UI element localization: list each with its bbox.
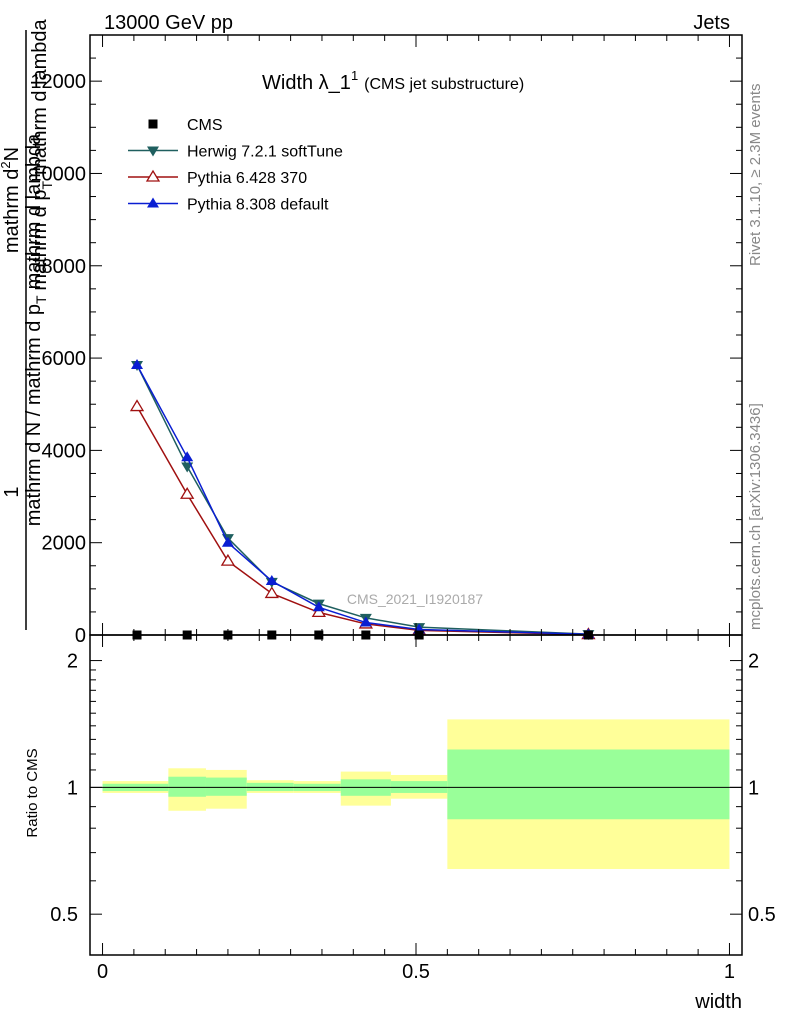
data-point <box>265 575 278 585</box>
ratio-plot-panel: 0.5 0.5 1 1 2 2 0 0.5 1 Ratio to CMS width <box>24 634 776 1013</box>
y-tick-label: 0 <box>75 625 86 647</box>
data-point <box>181 451 194 462</box>
legend-item: CMS <box>148 117 223 134</box>
ratio-y-tick-label-right: 0.5 <box>748 904 776 926</box>
ratio-y-tick-label-right: 1 <box>748 777 759 799</box>
legend-marker <box>147 146 159 157</box>
x-tick-label: 0 <box>97 961 108 983</box>
legend-marker <box>145 169 161 182</box>
series-line <box>136 406 589 636</box>
y-tick-label: 2000 <box>42 533 87 555</box>
y-tick-label: 4000 <box>42 440 87 462</box>
ratio-stat-band-2 <box>205 777 247 796</box>
legend-label: Herwig 7.2.1 softTune <box>187 144 343 161</box>
data-point <box>312 601 325 612</box>
header-left: 13000 GeV pp <box>104 12 233 34</box>
series-line <box>136 364 589 636</box>
legend-item: Pythia 8.308 default <box>128 197 329 214</box>
main-plot-data <box>129 359 596 641</box>
series-line <box>136 364 589 635</box>
y-tick-label: 8000 <box>42 256 87 278</box>
legend-marker <box>148 119 158 129</box>
ratio-stat-band-7 <box>447 749 730 820</box>
ratio-y-tick-label: 0.5 <box>50 904 78 926</box>
analysis-watermark: CMS_2021_I1920187 <box>347 591 483 607</box>
plot-title-note: (CMS jet substructure) <box>364 76 524 93</box>
plot-title-main: Width λ_1 <box>262 72 351 94</box>
legend-item: Herwig 7.2.1 softTune <box>128 144 343 161</box>
legend-label: Pythia 6.428 370 <box>187 170 307 187</box>
y-tick-label: 10000 <box>30 163 86 185</box>
y-label-right-denominator: mathrm d pTmathrm d lambda <box>29 18 55 290</box>
data-point <box>264 586 279 599</box>
ratio-plot-axes: 0.5 0.5 1 1 2 2 0 0.5 1 <box>50 634 776 983</box>
header-right: Jets <box>693 12 730 34</box>
main-plot-axes: 0 2000 4000 6000 8000 10000 12000 <box>30 34 743 647</box>
legend-label: Pythia 8.308 default <box>187 197 329 214</box>
data-point <box>359 616 372 627</box>
ratio-y-tick-label: 2 <box>67 651 78 673</box>
data-point <box>311 605 326 618</box>
legend-item: Pythia 6.428 370 <box>128 169 307 187</box>
y-axis-label: 1 mathrm d N / mathrm d pTmathrm d lambd… <box>0 18 55 630</box>
y-tick-label: 12000 <box>30 71 86 93</box>
legend-label: CMS <box>187 117 223 134</box>
data-point <box>129 399 145 412</box>
data-point <box>221 536 234 547</box>
x-tick-label: 1 <box>724 961 735 983</box>
ratio-stat-band-1 <box>168 776 206 797</box>
legend-marker <box>147 197 159 208</box>
data-point <box>131 359 144 369</box>
main-plot-panel: CMS_2021_I1920187 0 2000 4000 6000 8000 10000… <box>0 18 743 647</box>
y-tick-label: 6000 <box>42 348 87 370</box>
data-point <box>220 553 236 566</box>
ratio-y-tick-label: 1 <box>67 777 78 799</box>
ratio-uncertainty-bands <box>90 719 742 870</box>
y-label-numerator: 1 <box>1 486 23 497</box>
ratio-y-tick-label-right: 2 <box>748 651 759 673</box>
y-label-right-numerator: mathrm d2N <box>0 147 23 253</box>
legend: CMS Herwig 7.2.1 softTune Pythia 6.428 370… <box>128 117 343 214</box>
data-point <box>180 486 195 499</box>
y-label-denominator: mathrm d N / mathrm d pTmathrm d lambda <box>23 133 49 526</box>
x-axis-label: width <box>694 991 742 1013</box>
mcplots-credit-label: mcplots.cern.ch [arXiv:1306.3436] <box>747 403 764 630</box>
x-tick-label: 0.5 <box>402 961 430 983</box>
ratio-y-label: Ratio to CMS <box>24 748 41 837</box>
plot-title: Width λ_11 (CMS jet substructure) <box>262 68 524 94</box>
plot-title-sup: 1 <box>351 68 358 83</box>
rivet-version-label: Rivet 3.1.10, ≥ 2.3M events <box>747 84 764 267</box>
